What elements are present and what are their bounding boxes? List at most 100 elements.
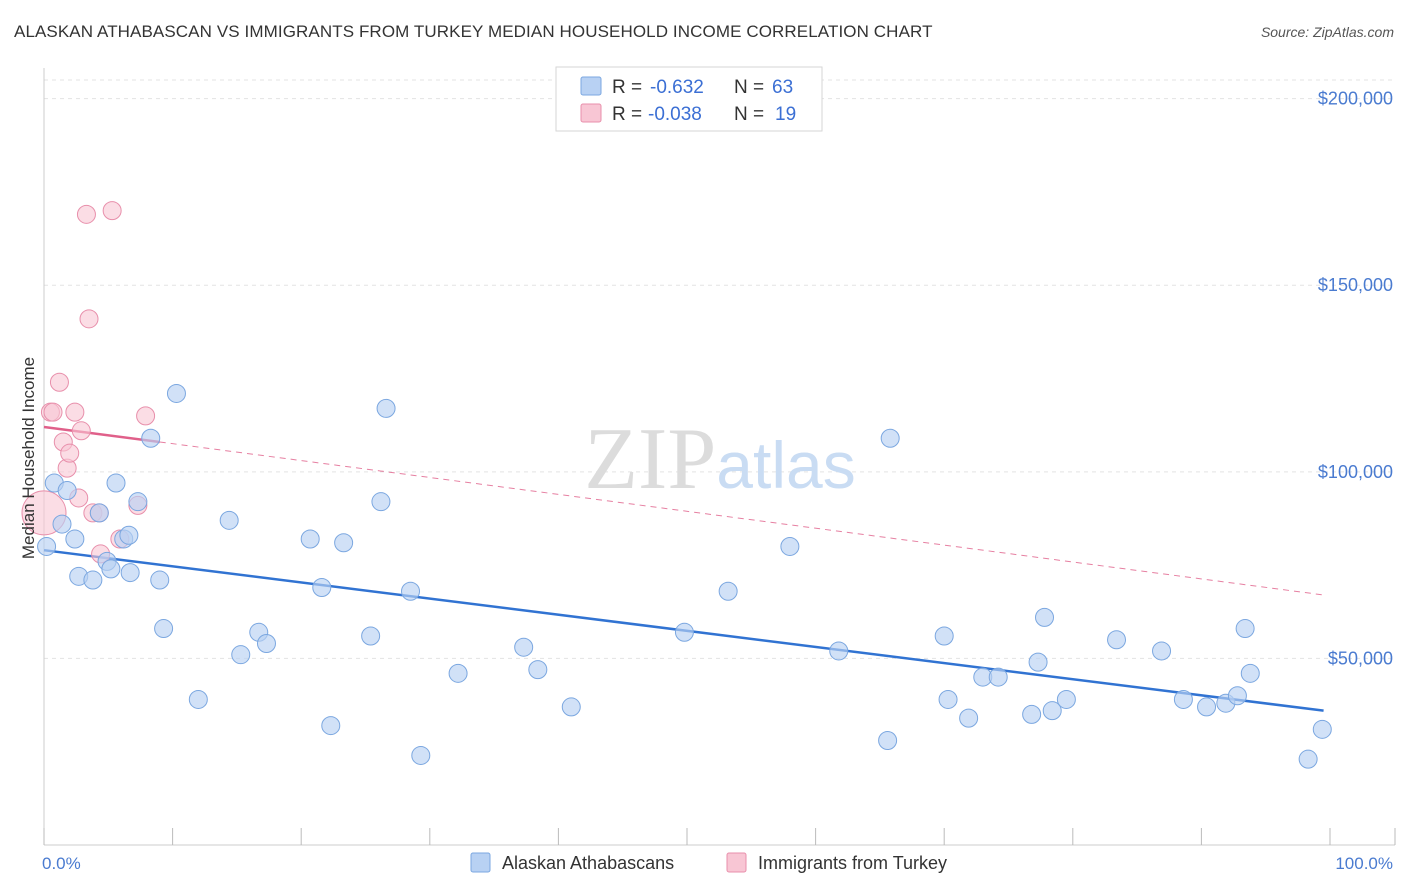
point-turkey bbox=[49, 372, 69, 392]
point-athabascan bbox=[1298, 749, 1318, 769]
point-athabascan bbox=[1152, 641, 1172, 661]
point-athabascan bbox=[934, 626, 954, 646]
legend-r-value-blue: -0.632 bbox=[650, 77, 704, 98]
point-athabascan bbox=[448, 663, 468, 683]
point-athabascan bbox=[37, 536, 57, 556]
point-turkey bbox=[43, 402, 63, 422]
point-turkey bbox=[76, 204, 96, 224]
legend-n-value-pink: 19 bbox=[775, 104, 796, 125]
x-tick-label: 100.0% bbox=[1335, 854, 1393, 873]
point-athabascan bbox=[1022, 704, 1042, 724]
bottom-legend-swatch-blue bbox=[470, 852, 491, 873]
point-athabascan bbox=[101, 559, 121, 579]
y-axis-label: Median Household Income bbox=[19, 357, 38, 559]
legend-swatch-blue bbox=[580, 76, 602, 96]
legend-n-label-pink: N = bbox=[734, 104, 764, 125]
point-athabascan bbox=[128, 492, 148, 512]
point-turkey bbox=[60, 443, 80, 463]
point-athabascan bbox=[959, 708, 979, 728]
point-athabascan bbox=[528, 660, 548, 680]
point-athabascan bbox=[154, 619, 174, 639]
point-athabascan bbox=[1056, 689, 1076, 709]
source-label: Source: ZipAtlas.com bbox=[1260, 24, 1394, 40]
point-athabascan bbox=[1035, 607, 1055, 627]
point-turkey bbox=[102, 201, 122, 221]
point-athabascan bbox=[300, 529, 320, 549]
point-athabascan bbox=[1240, 663, 1260, 683]
point-athabascan bbox=[411, 745, 431, 765]
point-athabascan bbox=[312, 578, 332, 598]
point-athabascan bbox=[334, 533, 354, 553]
point-athabascan bbox=[231, 645, 251, 665]
point-athabascan bbox=[376, 398, 396, 418]
point-athabascan bbox=[1042, 701, 1062, 721]
gridlines bbox=[44, 79, 1395, 659]
y-tick-label: $200,000 bbox=[1318, 89, 1393, 109]
point-athabascan bbox=[1197, 697, 1217, 717]
point-athabascan bbox=[938, 689, 958, 709]
point-athabascan bbox=[1173, 689, 1193, 709]
bottom-legend-label-blue: Alaskan Athabascans bbox=[502, 853, 674, 873]
point-athabascan bbox=[1107, 630, 1127, 650]
legend-n-label-blue: N = bbox=[734, 77, 764, 98]
point-athabascan bbox=[141, 428, 161, 448]
legend-r-label-pink: R = bbox=[612, 104, 642, 125]
point-athabascan bbox=[1028, 652, 1048, 672]
point-athabascan bbox=[219, 510, 239, 530]
point-athabascan bbox=[321, 716, 341, 736]
point-athabascan bbox=[106, 473, 126, 493]
trend-line-turkey bbox=[43, 425, 160, 444]
point-athabascan bbox=[89, 503, 109, 523]
point-athabascan bbox=[166, 383, 186, 403]
bottom-legend: Alaskan Athabascans Immigrants from Turk… bbox=[470, 852, 947, 873]
point-athabascan bbox=[880, 428, 900, 448]
chart-title: ALASKAN ATHABASCAN VS IMMIGRANTS FROM TU… bbox=[14, 22, 933, 41]
data-points bbox=[21, 201, 1332, 769]
bottom-legend-swatch-pink bbox=[726, 852, 747, 873]
legend-r-value-pink: -0.038 bbox=[648, 104, 702, 125]
point-athabascan bbox=[1235, 619, 1255, 639]
watermark-zip: ZIP bbox=[584, 411, 716, 508]
y-tick-label: $100,000 bbox=[1318, 462, 1393, 482]
point-athabascan bbox=[718, 581, 738, 601]
point-turkey bbox=[71, 421, 91, 441]
bottom-legend-label-pink: Immigrants from Turkey bbox=[758, 853, 947, 873]
legend-swatch-pink bbox=[580, 103, 602, 123]
point-athabascan bbox=[829, 641, 849, 661]
point-athabascan bbox=[1227, 686, 1247, 706]
trend-line-turkey-dashed bbox=[159, 441, 1324, 596]
point-athabascan bbox=[120, 563, 140, 583]
point-athabascan bbox=[988, 667, 1008, 687]
axes bbox=[43, 68, 1396, 846]
point-athabascan bbox=[52, 514, 72, 534]
point-athabascan bbox=[561, 697, 581, 717]
point-athabascan bbox=[188, 689, 208, 709]
point-athabascan bbox=[150, 570, 170, 590]
x-tick-labels: 0.0% 100.0% bbox=[42, 854, 1393, 873]
point-athabascan bbox=[83, 570, 103, 590]
point-athabascan bbox=[780, 536, 800, 556]
legend-n-value-blue: 63 bbox=[772, 77, 793, 98]
point-athabascan bbox=[361, 626, 381, 646]
legend-r-label-blue: R = bbox=[612, 77, 642, 98]
watermark-atlas: atlas bbox=[716, 428, 855, 502]
point-athabascan bbox=[1312, 719, 1332, 739]
point-athabascan bbox=[57, 480, 77, 500]
point-athabascan bbox=[65, 529, 85, 549]
point-athabascan bbox=[256, 633, 276, 653]
y-tick-labels: $50,000 $100,000 $150,000 $200,000 bbox=[1318, 89, 1393, 669]
point-athabascan bbox=[878, 731, 898, 751]
point-athabascan bbox=[371, 492, 391, 512]
x-tick-label: 0.0% bbox=[42, 854, 81, 873]
point-athabascan bbox=[674, 622, 694, 642]
watermark: ZIPatlas bbox=[584, 411, 855, 508]
point-turkey bbox=[136, 406, 156, 426]
y-tick-label: $150,000 bbox=[1318, 275, 1393, 295]
point-turkey bbox=[65, 402, 85, 422]
point-athabascan bbox=[119, 525, 139, 545]
point-athabascan bbox=[401, 581, 421, 601]
point-athabascan bbox=[514, 637, 534, 657]
y-tick-label: $50,000 bbox=[1328, 648, 1393, 668]
legend-box: R = -0.632 N = 63 R = -0.038 N = 19 bbox=[555, 66, 823, 132]
